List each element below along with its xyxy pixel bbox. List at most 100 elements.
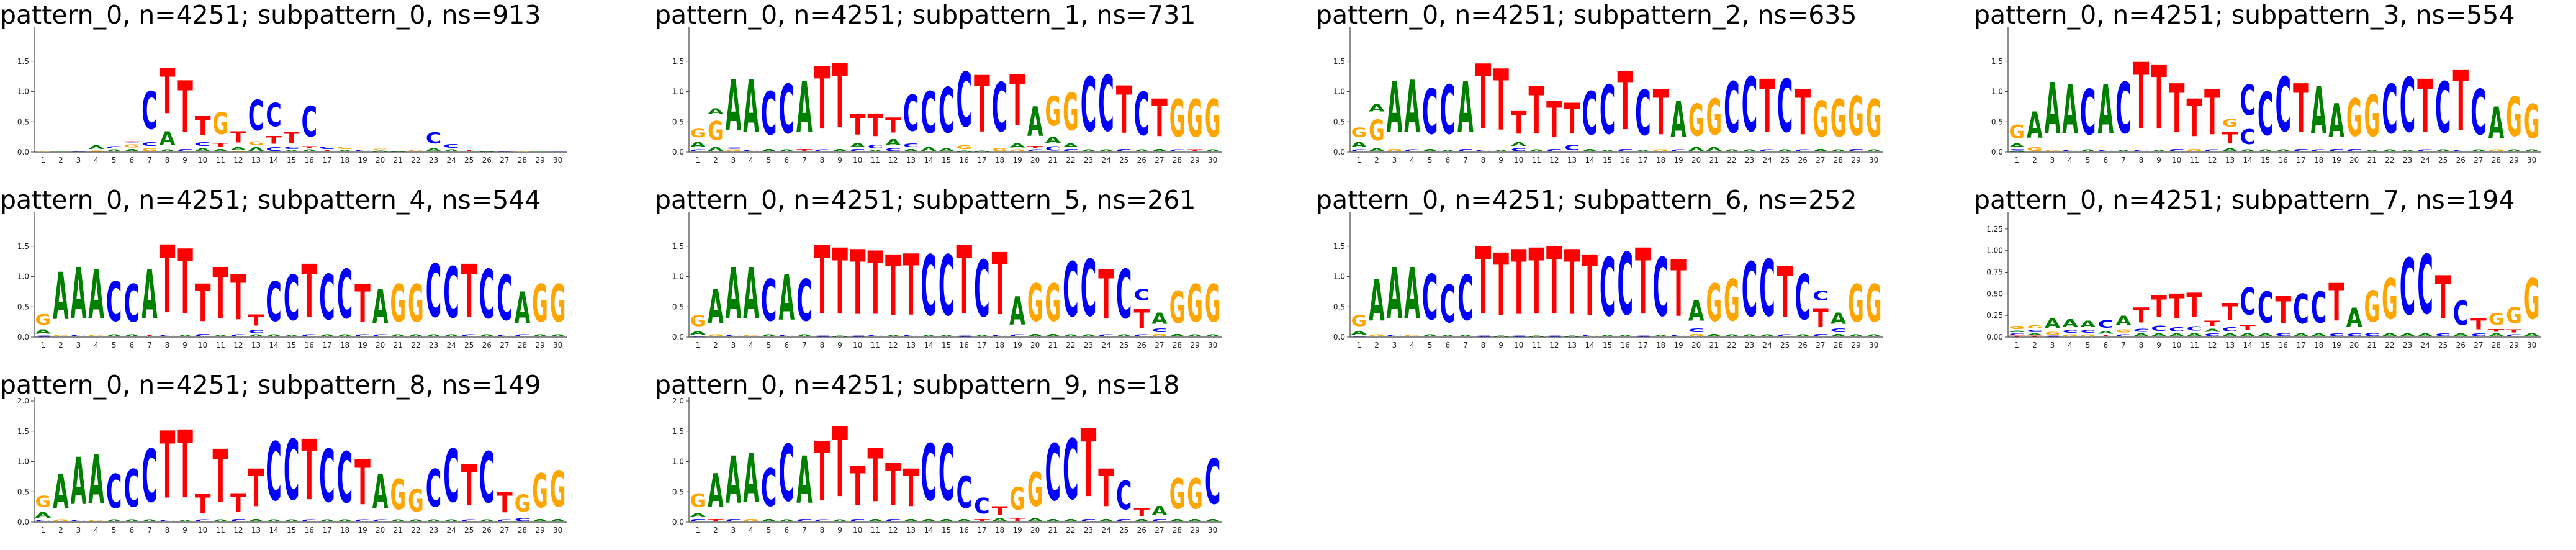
x-tick-label: 28	[518, 341, 527, 349]
svg-text:A: A	[921, 518, 937, 522]
svg-text:A: A	[2222, 333, 2238, 337]
x-tick-label: 23	[1084, 526, 1093, 534]
logo-letter-A: A	[1134, 149, 1151, 152]
svg-text:C: C	[1045, 145, 1061, 153]
logo-letter-A: A	[690, 511, 706, 518]
svg-text:C: C	[779, 335, 795, 337]
x-tick-label: 6	[1445, 156, 1450, 165]
x-tick-label: 9	[1498, 341, 1503, 349]
logo-letter-A: A	[2169, 333, 2185, 337]
svg-text:G: G	[1009, 149, 1025, 152]
svg-text:T: T	[1564, 232, 1580, 335]
logo-letter-G: G	[35, 492, 52, 510]
logo-letter-G: G	[1187, 89, 1203, 149]
svg-text:T: T	[2470, 316, 2487, 333]
x-tick-label: 10	[198, 341, 207, 349]
logo-letter-C: C	[106, 146, 122, 149]
logo-letter-T: T	[248, 459, 264, 519]
svg-text:A: A	[761, 518, 778, 522]
svg-text:A: A	[1706, 333, 1723, 337]
svg-text:A: A	[88, 256, 104, 335]
svg-text:A: A	[1831, 149, 1847, 152]
svg-text:A: A	[160, 128, 176, 150]
logo-letter-A: A	[443, 519, 460, 522]
x-tick-label: 22	[1727, 341, 1736, 349]
x-tick-label: 5	[2086, 156, 2091, 165]
svg-text:T: T	[213, 436, 229, 520]
logo-letter-A: A	[779, 262, 795, 335]
svg-text:C: C	[690, 518, 706, 522]
logo-letter-A: A	[761, 518, 778, 522]
svg-text:A: A	[248, 518, 265, 522]
logo-letter-A: A	[1151, 148, 1168, 152]
logo-letter-C: C	[266, 426, 282, 519]
logo-letter-T: T	[1511, 106, 1527, 142]
logo-letter-T: T	[814, 227, 831, 335]
svg-text:C: C	[992, 335, 1008, 337]
svg-text:T: T	[885, 239, 901, 335]
logo-letter-A: A	[372, 464, 389, 519]
x-tick-label: 7	[1463, 341, 1468, 349]
svg-text:A: A	[850, 141, 866, 148]
logo-letter-A: A	[743, 253, 759, 335]
logo-letter-A: A	[1169, 518, 1186, 522]
svg-text:A: A	[230, 146, 246, 151]
svg-text:A: A	[2470, 149, 2487, 152]
logo-letter-C: C	[266, 146, 282, 152]
svg-text:C: C	[957, 467, 973, 518]
svg-text:A: A	[2240, 332, 2256, 337]
logo-letter-A: A	[1422, 334, 1439, 337]
logo-letter-A: A	[1582, 148, 1598, 152]
x-tick-label: 19	[1012, 526, 1022, 534]
logo-letter-A: A	[743, 440, 759, 518]
logo-letter-A: A	[372, 279, 389, 334]
svg-text:C: C	[354, 150, 371, 152]
logo-letter-C: C	[761, 459, 777, 519]
logo-letter-A: A	[142, 256, 158, 335]
logo-letter-G: G	[1063, 83, 1079, 143]
y-tick-label: 1.5	[672, 57, 684, 66]
x-tick-label: 18	[1656, 341, 1665, 349]
logo-letter-T: T	[1618, 56, 1634, 148]
svg-text:A: A	[903, 148, 920, 152]
svg-text:C: C	[992, 68, 1008, 147]
logo-letter-C: C	[124, 274, 140, 335]
svg-text:T: T	[2293, 71, 2309, 149]
svg-text:T: T	[461, 150, 478, 152]
logo-letter-C: C	[957, 56, 973, 144]
svg-text:C: C	[124, 142, 140, 143]
logo-letter-T: T	[230, 128, 246, 147]
logo-letter-G: G	[88, 335, 104, 337]
logo-letter-T: T	[177, 66, 193, 148]
x-tick-label: 29	[1190, 341, 1199, 349]
svg-text:G: G	[1187, 471, 1203, 519]
svg-text:G: G	[213, 106, 229, 142]
svg-text:A: A	[939, 335, 955, 337]
x-tick-label: 1	[695, 156, 700, 165]
logo-letter-C: C	[230, 518, 246, 522]
logo-letter-A: A	[1151, 309, 1168, 327]
logo-letter-A: A	[53, 151, 69, 152]
logo-letter-G: G	[408, 482, 424, 519]
logo-letter-T: T	[2204, 76, 2220, 149]
logo-letter-C: C	[1422, 261, 1438, 335]
svg-text:A: A	[319, 519, 336, 522]
logo-letter-T: T	[1670, 244, 1687, 335]
svg-text:C: C	[974, 244, 990, 335]
svg-text:A: A	[1098, 149, 1115, 152]
svg-text:A: A	[761, 148, 778, 152]
x-tick-label: 11	[2190, 341, 2199, 349]
svg-text:C: C	[515, 517, 531, 522]
svg-text:C: C	[1600, 71, 1616, 150]
svg-text:C: C	[690, 149, 706, 152]
svg-text:T: T	[957, 227, 973, 335]
svg-text:G: G	[2027, 147, 2043, 152]
logo-letter-G: G	[35, 151, 52, 152]
logo-letter-C: C	[1742, 246, 1758, 333]
svg-text:C: C	[1813, 288, 1829, 304]
logo-letter-T: T	[1511, 232, 1527, 335]
logo-letter-T: T	[885, 239, 901, 335]
logo-letter-C: C	[2151, 325, 2167, 333]
x-tick-label: 30	[553, 156, 562, 165]
logo-letter-A: A	[957, 518, 973, 522]
